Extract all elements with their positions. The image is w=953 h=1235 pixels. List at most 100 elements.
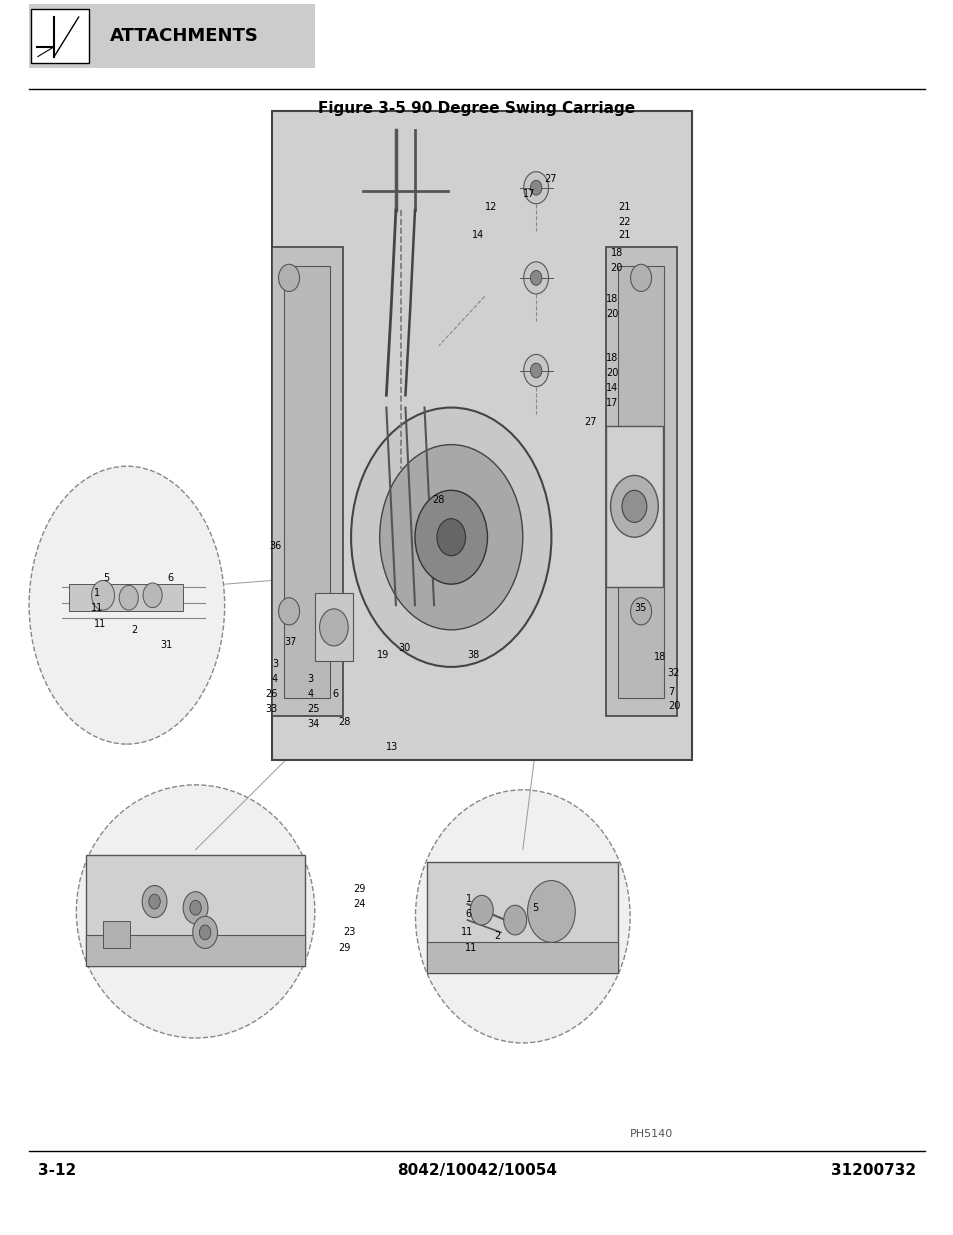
Text: 5: 5	[103, 573, 110, 583]
Text: 27: 27	[543, 174, 556, 184]
Bar	[605, 426, 662, 587]
Text: 8042/10042/10054: 8042/10042/10054	[396, 1163, 557, 1178]
Text: 11: 11	[91, 603, 103, 613]
Circle shape	[91, 580, 114, 610]
Text: 32: 32	[667, 668, 679, 678]
Text: 34: 34	[307, 719, 319, 729]
Text: 25: 25	[307, 704, 319, 714]
Circle shape	[190, 900, 201, 915]
Text: 18: 18	[610, 248, 622, 258]
Text: 1: 1	[465, 894, 471, 904]
Text: 12: 12	[484, 203, 497, 212]
Circle shape	[199, 925, 211, 940]
Text: 21: 21	[618, 203, 630, 212]
Circle shape	[351, 408, 551, 667]
Text: 20: 20	[667, 701, 679, 711]
Text: 38: 38	[467, 650, 479, 659]
Ellipse shape	[76, 785, 314, 1037]
Text: 18: 18	[605, 294, 618, 304]
Text: 6: 6	[465, 909, 471, 919]
Text: 18: 18	[653, 652, 665, 662]
Text: 3: 3	[307, 674, 313, 684]
Circle shape	[142, 885, 167, 918]
Text: 29: 29	[338, 944, 351, 953]
Circle shape	[523, 262, 548, 294]
Circle shape	[523, 172, 548, 204]
Circle shape	[503, 905, 526, 935]
Bar	[427, 862, 618, 973]
Text: 7: 7	[667, 687, 674, 697]
Circle shape	[278, 598, 299, 625]
Circle shape	[149, 894, 160, 909]
Text: 20: 20	[605, 368, 618, 378]
Circle shape	[621, 490, 646, 522]
Text: 2: 2	[132, 625, 138, 635]
Circle shape	[143, 583, 162, 608]
Circle shape	[436, 519, 465, 556]
Circle shape	[379, 445, 522, 630]
Bar	[30, 9, 89, 63]
Text: ATTACHMENTS: ATTACHMENTS	[110, 27, 258, 44]
Text: 4: 4	[307, 689, 313, 699]
Text: 1: 1	[93, 588, 99, 598]
Text: 2: 2	[494, 931, 500, 941]
Text: 6: 6	[167, 573, 172, 583]
Text: 13: 13	[386, 742, 398, 752]
Text: 5: 5	[532, 903, 538, 913]
Text: 29: 29	[353, 884, 365, 894]
Text: 31: 31	[160, 640, 172, 650]
Circle shape	[119, 585, 138, 610]
Circle shape	[523, 354, 548, 387]
Circle shape	[319, 609, 348, 646]
Bar	[272, 247, 343, 716]
Circle shape	[183, 892, 208, 924]
Text: Figure 3-5 90 Degree Swing Carriage: Figure 3-5 90 Degree Swing Carriage	[318, 101, 635, 116]
Text: 27: 27	[583, 417, 596, 427]
Ellipse shape	[30, 467, 225, 743]
Text: 26: 26	[265, 689, 277, 699]
Bar	[427, 942, 618, 973]
Text: 4: 4	[272, 674, 277, 684]
Text: 33: 33	[265, 704, 277, 714]
Text: PH5140: PH5140	[629, 1129, 672, 1139]
Circle shape	[470, 895, 493, 925]
Circle shape	[630, 264, 651, 291]
Text: 28: 28	[432, 495, 444, 505]
Circle shape	[527, 881, 575, 942]
Bar	[86, 935, 305, 966]
Bar	[29, 4, 314, 68]
Text: 17: 17	[522, 189, 535, 199]
Bar	[69, 584, 183, 611]
Circle shape	[193, 916, 217, 948]
Bar	[272, 111, 691, 760]
Circle shape	[415, 490, 487, 584]
Text: 3: 3	[272, 659, 277, 669]
Circle shape	[278, 264, 299, 291]
Text: 24: 24	[353, 899, 365, 909]
Circle shape	[530, 270, 541, 285]
Text: 17: 17	[605, 398, 618, 408]
Bar	[605, 247, 677, 716]
Text: 28: 28	[338, 718, 351, 727]
Text: 14: 14	[605, 383, 618, 393]
Circle shape	[610, 475, 658, 537]
Text: 6: 6	[332, 689, 337, 699]
Bar	[103, 921, 130, 948]
Bar	[284, 266, 330, 698]
Text: 21: 21	[618, 230, 630, 240]
Circle shape	[530, 180, 541, 195]
Text: 11: 11	[464, 944, 476, 953]
Text: 14: 14	[472, 230, 484, 240]
Text: 11: 11	[460, 927, 473, 937]
Text: 20: 20	[605, 309, 618, 319]
Text: 11: 11	[93, 619, 106, 629]
Text: 18: 18	[605, 353, 618, 363]
Ellipse shape	[416, 790, 629, 1042]
Circle shape	[630, 598, 651, 625]
Ellipse shape	[465, 115, 637, 467]
Text: 22: 22	[618, 217, 630, 227]
Text: 35: 35	[634, 603, 646, 613]
Circle shape	[530, 363, 541, 378]
Text: 20: 20	[610, 263, 622, 273]
Text: 36: 36	[269, 541, 281, 551]
